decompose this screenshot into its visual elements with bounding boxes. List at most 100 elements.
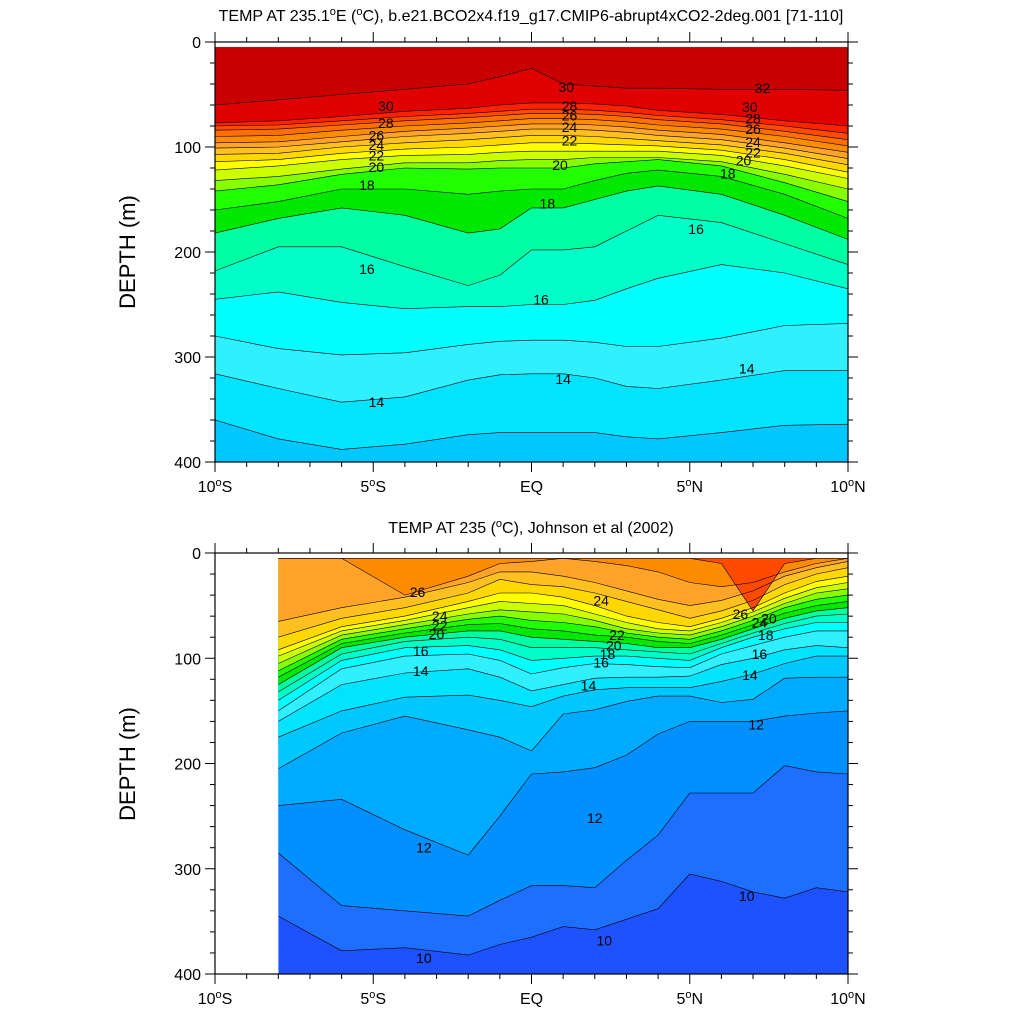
- contour-lines: [215, 67, 848, 450]
- contour-line: [278, 607, 848, 685]
- contour-line: [215, 419, 848, 450]
- xtick-label: 5oS: [360, 477, 386, 496]
- contour-label: 30: [559, 79, 575, 95]
- contour-label: 30: [742, 99, 758, 115]
- ytick-label: 400: [174, 455, 201, 472]
- ytick-label: 300: [174, 350, 201, 367]
- contour-label: 14: [581, 678, 597, 694]
- contour-label: 24: [562, 119, 578, 135]
- contour-line: [278, 622, 848, 701]
- contour-label: 18: [540, 196, 556, 212]
- contour-label: 26: [733, 606, 749, 622]
- contour-line: [215, 323, 848, 356]
- contour-label: 18: [720, 165, 736, 181]
- ytick-label: 300: [174, 862, 201, 879]
- contour-line: [215, 169, 848, 219]
- contour-label: 14: [739, 361, 755, 377]
- contour-line: [215, 159, 848, 202]
- contour-line: [278, 561, 848, 622]
- contour-band: [278, 558, 848, 559]
- contour-line: [278, 676, 848, 770]
- contour-label: 24: [369, 137, 385, 153]
- contour-label: 16: [688, 221, 704, 237]
- ytick-label: 400: [174, 967, 201, 984]
- contour-label: 22: [745, 144, 761, 160]
- contour-line: [215, 128, 848, 159]
- xtick-label: 10oS: [198, 477, 233, 496]
- top-panel-plot: 3028262422201816161614141430282624222018…: [174, 32, 866, 496]
- contour-label: 16: [413, 643, 429, 659]
- contour-label: 16: [593, 654, 609, 670]
- contour-label: 16: [359, 261, 375, 277]
- contour-label: 18: [359, 177, 375, 193]
- contour-line: [215, 370, 848, 403]
- contour-label: 14: [413, 663, 429, 679]
- contour-label: 30: [378, 98, 394, 114]
- contour-line: [215, 157, 848, 190]
- contour-label: 28: [562, 98, 578, 114]
- contour-label: 26: [369, 127, 385, 143]
- contour-line: [278, 588, 848, 664]
- contour-label: 20: [429, 626, 445, 642]
- contour-line: [215, 102, 848, 127]
- contour-label: 22: [369, 147, 385, 163]
- contour-label: 32: [755, 80, 771, 96]
- contour-label: 28: [745, 111, 761, 127]
- contour-label: 26: [410, 584, 426, 600]
- contour-label: 16: [752, 646, 768, 662]
- contour-label: 26: [745, 121, 761, 137]
- contour-band: [215, 47, 848, 105]
- contour-label: 20: [736, 153, 752, 169]
- ytick-label: 100: [174, 140, 201, 157]
- contour-line: [278, 710, 848, 856]
- contour-line: [215, 118, 848, 147]
- contour-label: 16: [533, 291, 549, 307]
- contour-label: 14: [555, 371, 571, 387]
- contour-line: [215, 67, 848, 106]
- contour-line: [215, 135, 848, 166]
- ytick-label: 100: [174, 651, 201, 668]
- contour-line: [215, 150, 848, 179]
- contour-line: [278, 613, 848, 693]
- contour-line: [278, 601, 848, 678]
- contour-label: 20: [761, 610, 777, 626]
- contour-label: 24: [752, 614, 768, 630]
- contour-label: 10: [597, 932, 613, 948]
- contour-label: 18: [600, 646, 616, 662]
- contour-line: [278, 575, 848, 651]
- contour-line: [278, 873, 848, 956]
- contour-label: 12: [416, 840, 432, 856]
- contour-line: [278, 630, 848, 712]
- bottom-panel-title: TEMP AT 235 (oC), Johnson et al (2002): [388, 518, 673, 537]
- contour-line: [215, 113, 848, 140]
- bottom-panel: TEMP AT 235 (oC), Johnson et al (2002) D…: [115, 518, 866, 1008]
- contour-label: 24: [745, 134, 761, 150]
- bottom-panel-ylabel: DEPTH (m): [115, 707, 140, 821]
- xtick-label: EQ: [520, 991, 543, 1008]
- ytick-label: 200: [174, 245, 201, 262]
- contour-label: 20: [369, 159, 385, 175]
- contour-label: 14: [742, 667, 758, 683]
- contour-line: [278, 765, 848, 917]
- top-panel: TEMP AT 235.1oE (oC), b.e21.BCO2x4.f19_g…: [115, 6, 866, 496]
- contour-line: [215, 214, 848, 286]
- contour-label: 22: [562, 133, 578, 149]
- contour-line: [278, 558, 848, 596]
- contour-line: [278, 645, 848, 722]
- contour-line: [278, 558, 848, 612]
- contour-line: [215, 185, 848, 240]
- contour-label: 14: [369, 394, 385, 410]
- contour-label: 12: [587, 810, 603, 826]
- contour-label: 22: [432, 618, 448, 634]
- contour-label: 24: [593, 592, 609, 608]
- ytick-label: 0: [192, 35, 201, 52]
- xtick-label: 10oN: [830, 989, 865, 1008]
- contour-label: 12: [748, 717, 764, 733]
- contour-line: [278, 655, 848, 738]
- ytick-label: 200: [174, 757, 201, 774]
- contour-label: 10: [416, 950, 432, 966]
- top-panel-title: TEMP AT 235.1oE (oC), b.e21.BCO2x4.f19_g…: [219, 6, 844, 25]
- contour-label: 20: [552, 157, 568, 173]
- contour-line: [278, 567, 848, 638]
